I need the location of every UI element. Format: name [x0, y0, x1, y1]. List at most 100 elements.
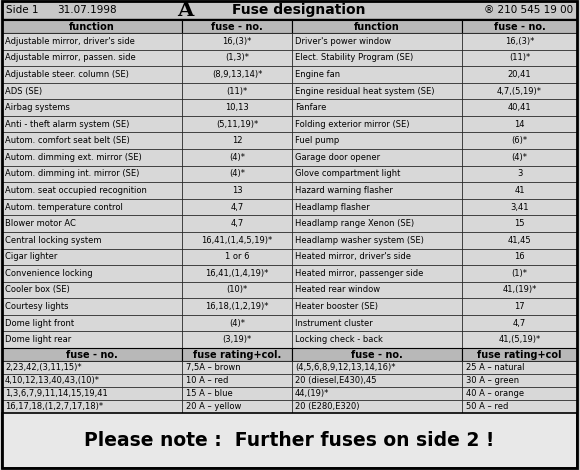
- Text: 3: 3: [517, 169, 522, 179]
- Text: fuse - no.: fuse - no.: [66, 350, 118, 360]
- Text: Fuel pump: Fuel pump: [295, 136, 339, 145]
- Bar: [462, 282, 577, 298]
- Text: Glove compartment light: Glove compartment light: [295, 169, 400, 179]
- Text: Headlamp washer system (SE): Headlamp washer system (SE): [295, 236, 424, 245]
- Bar: [2, 374, 182, 387]
- Text: 1 or 6: 1 or 6: [225, 252, 249, 261]
- Bar: [292, 83, 462, 99]
- Bar: [292, 331, 462, 348]
- Bar: [462, 33, 577, 49]
- Bar: [292, 315, 462, 331]
- Text: (4,5,6,8,9,12,13,14,16)*: (4,5,6,8,9,12,13,14,16)*: [295, 363, 396, 372]
- Bar: [292, 232, 462, 249]
- Text: Cooler box (SE): Cooler box (SE): [5, 285, 70, 295]
- Bar: [182, 374, 292, 387]
- Text: 12: 12: [232, 136, 242, 145]
- Bar: [292, 249, 462, 265]
- Text: (4)*: (4)*: [229, 319, 245, 328]
- Bar: [292, 182, 462, 199]
- Text: 2,23,42,(3,11,15)*: 2,23,42,(3,11,15)*: [5, 363, 82, 372]
- Bar: [2, 33, 182, 49]
- Bar: [292, 400, 462, 413]
- Text: Side 1: Side 1: [6, 5, 38, 15]
- Bar: [462, 116, 577, 133]
- Bar: [462, 199, 577, 215]
- Text: (3,19)*: (3,19)*: [222, 335, 252, 344]
- Bar: [292, 361, 462, 374]
- Bar: [182, 331, 292, 348]
- Bar: [292, 116, 462, 133]
- Bar: [462, 265, 577, 282]
- Text: 40 A – orange: 40 A – orange: [466, 389, 524, 398]
- Bar: [2, 20, 182, 33]
- Bar: [182, 199, 292, 215]
- Text: Garage door opener: Garage door opener: [295, 153, 380, 162]
- Bar: [182, 83, 292, 99]
- Bar: [2, 165, 182, 182]
- Text: Heater booster (SE): Heater booster (SE): [295, 302, 378, 311]
- Bar: [182, 149, 292, 165]
- Bar: [2, 116, 182, 133]
- Text: fuse - no.: fuse - no.: [351, 350, 403, 360]
- Bar: [182, 282, 292, 298]
- Bar: [182, 348, 292, 361]
- Text: Heated mirror, driver's side: Heated mirror, driver's side: [295, 252, 411, 261]
- Text: 16,17,18,(1,2,7,17,18)*: 16,17,18,(1,2,7,17,18)*: [5, 402, 103, 411]
- Bar: [182, 133, 292, 149]
- Bar: [182, 49, 292, 66]
- Text: Fanfare: Fanfare: [295, 103, 327, 112]
- Bar: [462, 20, 577, 33]
- Text: Anti - theft alarm system (SE): Anti - theft alarm system (SE): [5, 120, 129, 129]
- Bar: [2, 315, 182, 331]
- Bar: [182, 361, 292, 374]
- Text: fuse - no.: fuse - no.: [494, 22, 545, 31]
- Text: Convenience locking: Convenience locking: [5, 269, 93, 278]
- Bar: [182, 400, 292, 413]
- Bar: [462, 374, 577, 387]
- Text: ® 210 545 19 00: ® 210 545 19 00: [484, 5, 573, 15]
- Text: function: function: [354, 22, 400, 31]
- Text: (11)*: (11)*: [509, 54, 530, 63]
- Text: Autom. dimming int. mirror (SE): Autom. dimming int. mirror (SE): [5, 169, 139, 179]
- Bar: [292, 165, 462, 182]
- Text: 15 A – blue: 15 A – blue: [186, 389, 233, 398]
- Bar: [2, 331, 182, 348]
- Bar: [2, 400, 182, 413]
- Text: 16,18,(1,2,19)*: 16,18,(1,2,19)*: [205, 302, 269, 311]
- Text: 41: 41: [514, 186, 525, 195]
- Bar: [2, 149, 182, 165]
- Text: (4)*: (4)*: [229, 169, 245, 179]
- Bar: [292, 199, 462, 215]
- Text: 41,(19)*: 41,(19)*: [502, 285, 536, 295]
- Bar: [2, 232, 182, 249]
- Bar: [2, 249, 182, 265]
- Text: (6)*: (6)*: [512, 136, 528, 145]
- Bar: [182, 182, 292, 199]
- Text: Engine residual heat system (SE): Engine residual heat system (SE): [295, 86, 434, 95]
- Bar: [182, 165, 292, 182]
- Bar: [292, 298, 462, 315]
- Bar: [2, 348, 182, 361]
- Bar: [182, 265, 292, 282]
- Bar: [462, 83, 577, 99]
- Bar: [2, 361, 182, 374]
- Text: (5,11,19)*: (5,11,19)*: [216, 120, 258, 129]
- Text: Airbag systems: Airbag systems: [5, 103, 70, 112]
- Bar: [182, 315, 292, 331]
- Bar: [292, 20, 462, 33]
- Text: Adjustable mirror, driver's side: Adjustable mirror, driver's side: [5, 37, 135, 46]
- Bar: [292, 33, 462, 49]
- Text: 16,41,(1,4,19)*: 16,41,(1,4,19)*: [205, 269, 269, 278]
- Bar: [292, 282, 462, 298]
- Bar: [182, 215, 292, 232]
- Bar: [462, 66, 577, 83]
- Text: Instrument cluster: Instrument cluster: [295, 319, 373, 328]
- Bar: [292, 66, 462, 83]
- Bar: [2, 298, 182, 315]
- Bar: [2, 83, 182, 99]
- Text: 15: 15: [514, 219, 525, 228]
- Bar: [2, 265, 182, 282]
- Bar: [292, 374, 462, 387]
- Text: 20 A – yellow: 20 A – yellow: [186, 402, 241, 411]
- Bar: [2, 282, 182, 298]
